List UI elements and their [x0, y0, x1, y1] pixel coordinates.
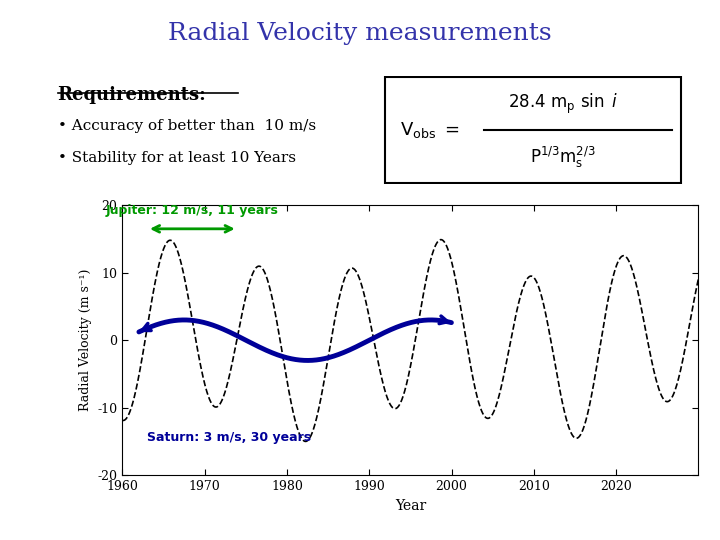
- Text: $\mathrm{P^{1/3}m_s^{2/3}}$: $\mathrm{P^{1/3}m_s^{2/3}}$: [530, 145, 596, 170]
- Text: $28.4\ \mathrm{m_p}\ \sin\ \mathit{i}$: $28.4\ \mathrm{m_p}\ \sin\ \mathit{i}$: [508, 92, 618, 116]
- Text: • Accuracy of better than  10 m/s: • Accuracy of better than 10 m/s: [58, 119, 316, 133]
- Text: • Stability for at least 10 Years: • Stability for at least 10 Years: [58, 151, 296, 165]
- Y-axis label: Radial Velocity (m s⁻¹): Radial Velocity (m s⁻¹): [79, 269, 92, 411]
- Text: Radial Velocity measurements: Radial Velocity measurements: [168, 22, 552, 45]
- Text: Requirements:: Requirements:: [58, 86, 207, 104]
- Text: $\mathrm{V_{obs}\ =}$: $\mathrm{V_{obs}\ =}$: [400, 119, 459, 140]
- X-axis label: Year: Year: [395, 498, 426, 512]
- Text: Jupiter: 12 m/s, 11 years: Jupiter: 12 m/s, 11 years: [106, 204, 279, 217]
- Text: Saturn: 3 m/s, 30 years: Saturn: 3 m/s, 30 years: [147, 431, 311, 444]
